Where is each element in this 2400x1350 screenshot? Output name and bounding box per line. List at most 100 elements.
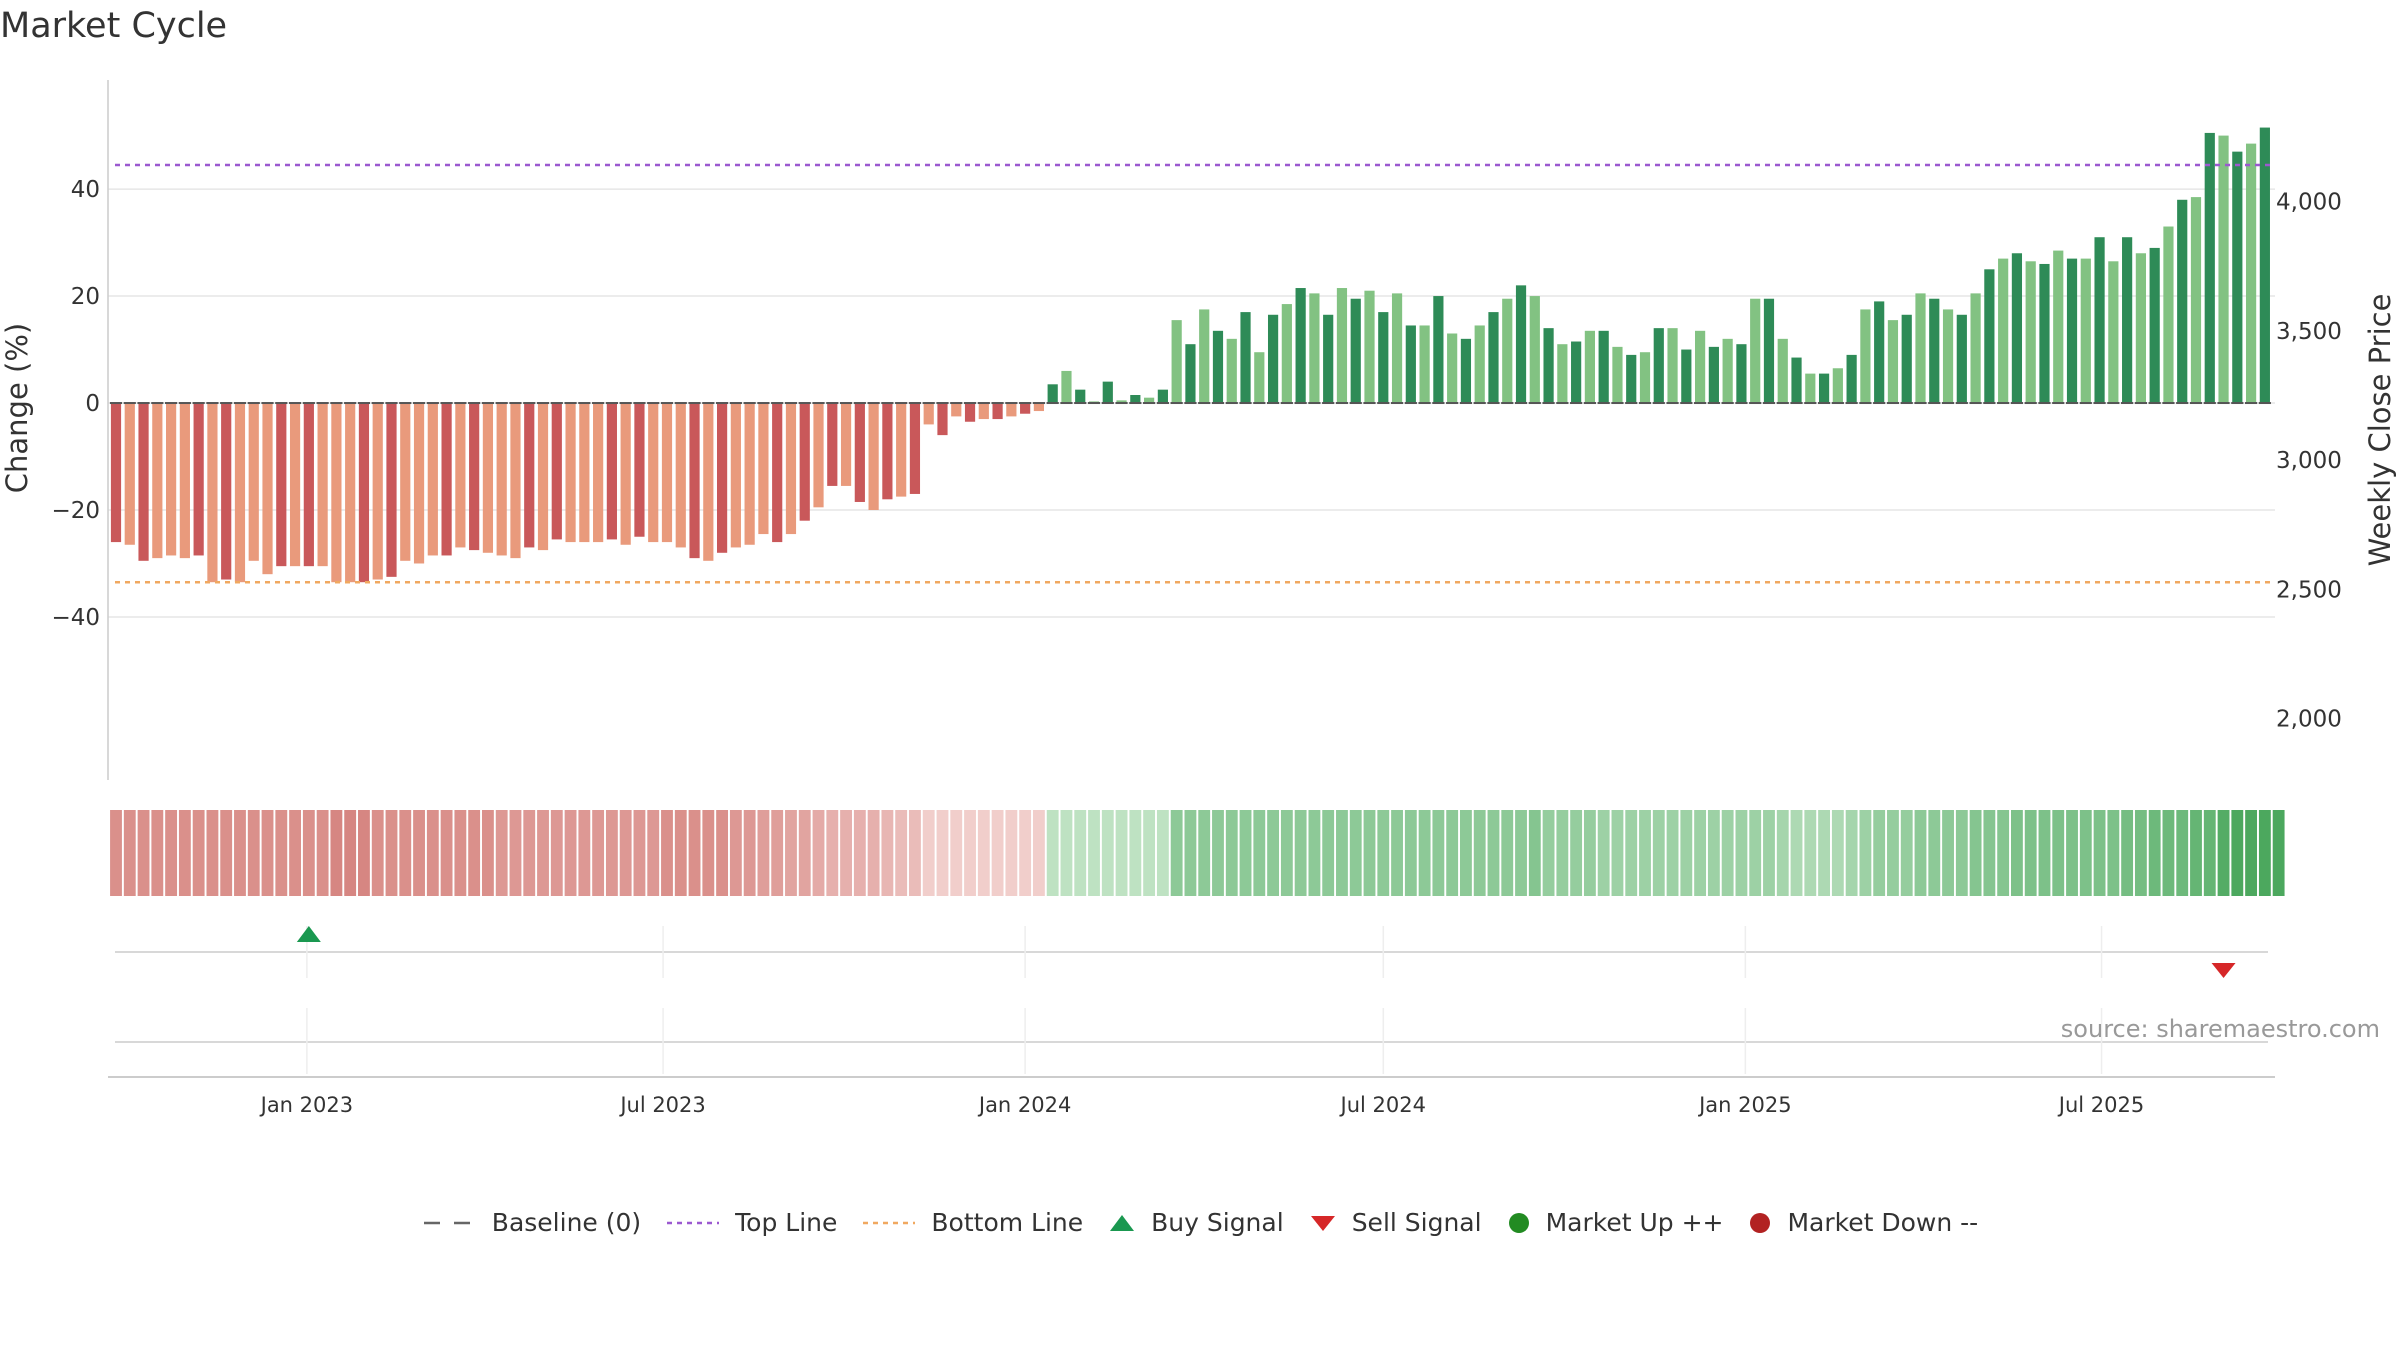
change-bar bbox=[1102, 381, 1113, 404]
change-bar bbox=[1667, 328, 1678, 404]
change-bar bbox=[1805, 373, 1816, 404]
change-bar bbox=[1956, 314, 1967, 404]
change-bar bbox=[1020, 403, 1031, 414]
change-bar bbox=[1681, 349, 1692, 404]
change-bar bbox=[1984, 269, 1995, 404]
change-bar bbox=[1736, 344, 1747, 404]
intensity-cell bbox=[1556, 810, 1569, 896]
change-bar bbox=[372, 403, 383, 580]
change-bar bbox=[193, 403, 204, 556]
legend-market-up-label: Market Up ++ bbox=[1545, 1208, 1724, 1237]
y-axis-title: Change (%) bbox=[0, 323, 34, 493]
change-bar bbox=[1350, 298, 1361, 404]
change-bar bbox=[772, 403, 783, 543]
change-bar bbox=[276, 403, 287, 567]
intensity-cell bbox=[661, 810, 673, 896]
intensity-cell bbox=[812, 810, 825, 896]
change-bar bbox=[124, 403, 135, 545]
intensity-cell bbox=[1969, 810, 1982, 896]
intensity-cell bbox=[1914, 810, 1927, 896]
x-tick-label: Jul 2023 bbox=[618, 1093, 705, 1117]
change-bar bbox=[455, 403, 466, 548]
intensity-cell bbox=[1101, 810, 1114, 896]
y2-tick-label: 2,500 bbox=[2276, 577, 2342, 603]
change-bar bbox=[1791, 357, 1802, 404]
intensity-cell bbox=[1308, 810, 1321, 896]
change-bar bbox=[469, 403, 480, 551]
intensity-cell bbox=[881, 810, 894, 896]
change-bar bbox=[262, 403, 273, 575]
intensity-cell bbox=[647, 810, 660, 896]
intensity-cell bbox=[619, 810, 632, 896]
change-bar bbox=[606, 403, 617, 540]
change-bar bbox=[1391, 293, 1403, 404]
intensity-cell bbox=[1887, 810, 1899, 896]
intensity-cell bbox=[1239, 810, 1252, 896]
intensity-cell bbox=[1528, 810, 1541, 896]
intensity-cell bbox=[2107, 810, 2120, 896]
change-bar bbox=[496, 403, 507, 556]
change-bar bbox=[593, 403, 604, 543]
change-bar bbox=[675, 403, 686, 548]
intensity-cell bbox=[302, 810, 315, 896]
change-bar bbox=[1075, 389, 1086, 404]
change-bar bbox=[2204, 132, 2215, 404]
intensity-cell bbox=[633, 810, 646, 896]
intensity-cell bbox=[1845, 810, 1858, 896]
change-bar bbox=[1047, 384, 1058, 404]
change-bar bbox=[248, 403, 259, 561]
change-bar bbox=[1612, 346, 1623, 404]
intensity-cell bbox=[1170, 810, 1183, 896]
change-bar bbox=[358, 403, 370, 583]
change-bar bbox=[799, 403, 810, 521]
intensity-band bbox=[110, 810, 2285, 896]
change-bar bbox=[1584, 330, 1595, 404]
y2-axis-title: Weekly Close Price bbox=[2363, 294, 2397, 567]
top-line-swatch bbox=[667, 1221, 720, 1224]
change-bar bbox=[1130, 395, 1141, 404]
intensity-cell bbox=[1873, 810, 1886, 896]
intensity-cell bbox=[826, 810, 839, 896]
y2-tick-label: 3,000 bbox=[2276, 448, 2342, 474]
x-axis-ticks: Jan 2023 Jul 2023 Jan 2024 Jul 2024 Jan 2025… bbox=[259, 1093, 2145, 1117]
change-bar bbox=[1157, 389, 1168, 404]
intensity-cell bbox=[1156, 810, 1169, 896]
intensity-cell bbox=[1831, 810, 1844, 896]
change-bar bbox=[2039, 263, 2050, 404]
y2-axis-ticks: 2,000 2,500 3,000 3,500 4,000 bbox=[2276, 190, 2342, 733]
intensity-cell bbox=[247, 810, 260, 896]
change-bar bbox=[964, 403, 976, 422]
intensity-cell bbox=[2148, 810, 2161, 896]
intensity-cell bbox=[192, 810, 205, 896]
change-bar bbox=[1378, 312, 1389, 404]
change-bar bbox=[1460, 338, 1472, 404]
legend-market-down-label: Market Down -- bbox=[1787, 1208, 1979, 1237]
intensity-cell bbox=[2121, 810, 2134, 896]
change-bar bbox=[1543, 328, 1554, 404]
change-bar bbox=[620, 403, 631, 545]
intensity-cell bbox=[2231, 810, 2244, 896]
change-bar bbox=[1818, 373, 1830, 404]
change-bar bbox=[992, 403, 1003, 420]
intensity-cell bbox=[358, 810, 370, 896]
intensity-cell bbox=[605, 810, 618, 896]
intensity-cell bbox=[399, 810, 412, 896]
change-bar bbox=[1240, 312, 1251, 404]
change-bar bbox=[1433, 296, 1444, 404]
intensity-cell bbox=[151, 810, 164, 896]
intensity-cell bbox=[1611, 810, 1624, 896]
intensity-cell bbox=[509, 810, 522, 896]
intensity-cell bbox=[1749, 810, 1762, 896]
intensity-cell bbox=[2093, 810, 2106, 896]
change-bar bbox=[785, 403, 797, 535]
intensity-cell bbox=[2258, 810, 2271, 896]
intensity-cell bbox=[1763, 810, 1775, 896]
intensity-cell bbox=[344, 810, 357, 896]
change-bar bbox=[2011, 253, 2023, 404]
intensity-cell bbox=[1597, 810, 1610, 896]
intensity-cell bbox=[592, 810, 605, 896]
intensity-cell bbox=[1074, 810, 1087, 896]
change-bar bbox=[1419, 325, 1430, 404]
change-bar bbox=[868, 403, 879, 510]
intensity-cell bbox=[440, 810, 453, 896]
